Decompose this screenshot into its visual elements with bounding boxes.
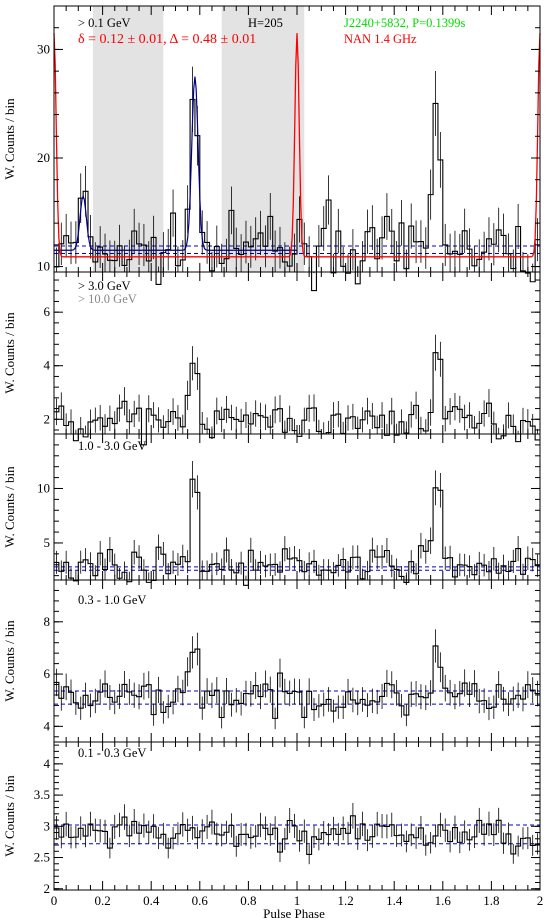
y-axis-label: W. Counts / bin xyxy=(2,98,17,180)
x-tick-label: 1.8 xyxy=(483,893,499,908)
off-pulse-region xyxy=(92,6,164,272)
y-tick-label: 10 xyxy=(37,480,50,495)
x-tick-label: 1.2 xyxy=(337,893,353,908)
y-tick-label: 2 xyxy=(44,881,51,896)
y-tick-label: 3 xyxy=(44,818,51,833)
panel-1-to-3gev: 5 10 W. Counts / bin 1.0 - 3.0 GeV xyxy=(2,433,541,586)
energy-label-secondary: > 10.0 GeV xyxy=(78,292,137,306)
y-tick-label: 2.5 xyxy=(34,850,50,865)
histogram-data xyxy=(54,802,540,865)
x-tick-label: 0 xyxy=(51,893,58,908)
x-tick-label: 2 xyxy=(537,893,544,908)
y-tick-label: 6 xyxy=(44,666,51,681)
x-tick-label: 1.4 xyxy=(386,893,403,908)
y-tick-label: 30 xyxy=(37,41,50,56)
x-tick-label: 1.6 xyxy=(435,893,452,908)
histogram-data xyxy=(54,629,540,730)
histogram-line xyxy=(54,98,540,292)
y-tick-label: 4 xyxy=(44,358,51,373)
off-pulse-region xyxy=(221,6,305,272)
x-tick-label: 0.8 xyxy=(240,893,256,908)
panel-frame xyxy=(53,741,541,891)
panel-0.1-to-0.3gev: 2 2.5 3 3.5 4 0 0.2 0.4 0.6 0.8 1 1.2 1.4 1.6 1.8 2 W. … xyxy=(2,741,544,908)
panel-all-energies: 10 20 30 W. Counts / bin > 0.1 GeV δ = 0.1… xyxy=(2,5,541,292)
panel-above-3gev: 2 4 6 W. Counts / bin > 3.0 GeV > 10.0 GeV xyxy=(2,271,541,446)
x-tick-label: 0.2 xyxy=(94,893,110,908)
energy-label: 1.0 - 3.0 GeV xyxy=(78,439,146,453)
panel-axes: 5 10 xyxy=(37,433,541,580)
y-axis-label: W. Counts / bin xyxy=(2,620,17,702)
histogram-line xyxy=(54,815,540,855)
x-tick-label: 0.6 xyxy=(192,893,209,908)
y-tick-label: 2 xyxy=(44,411,51,426)
pulsar-name-label: J2240+5832, P=0.1399s xyxy=(344,16,466,30)
lightcurve-fit xyxy=(54,76,297,251)
panel-axes: 2 2.5 3 3.5 4 0 0.2 0.4 0.6 0.8 1 1.2 1.4 1.6 1.8 2 xyxy=(34,742,544,908)
y-tick-label: 3.5 xyxy=(34,787,50,802)
y-axis-label: W. Counts / bin xyxy=(2,312,17,394)
histogram-data xyxy=(53,33,541,292)
radio-profile xyxy=(53,33,541,258)
energy-label: 0.3 - 1.0 GeV xyxy=(78,593,146,607)
histogram-line xyxy=(54,478,540,586)
radio-label: NAN 1.4 GHz xyxy=(344,32,417,46)
y-tick-label: 20 xyxy=(37,150,50,165)
energy-label: > 0.1 GeV xyxy=(78,16,131,30)
htest-label: H=205 xyxy=(248,16,283,30)
y-axis-label: W. Counts / bin xyxy=(2,775,17,857)
panel-axes: 2 4 6 xyxy=(44,272,541,434)
y-tick-label: 8 xyxy=(44,614,51,629)
phase-shading xyxy=(92,6,305,272)
x-axis-label: Pulse Phase xyxy=(263,906,325,921)
peak-separation-label: δ = 0.12 ± 0.01, Δ = 0.48 ± 0.01 xyxy=(78,32,256,47)
histogram-data xyxy=(54,461,540,586)
histogram-line xyxy=(54,645,540,719)
x-tick-label: 0.4 xyxy=(143,893,160,908)
y-axis-label: W. Counts / bin xyxy=(2,466,17,548)
panel-axes: 10 20 30 xyxy=(37,5,541,274)
y-tick-label: 6 xyxy=(44,304,51,319)
y-tick-label: 10 xyxy=(37,259,50,274)
panel-axes: 4 6 8 xyxy=(44,579,541,742)
y-tick-label: 4 xyxy=(44,756,51,771)
x-tick-label: 1 xyxy=(294,893,301,908)
y-tick-label: 5 xyxy=(44,535,51,550)
energy-label: > 3.0 GeV xyxy=(78,279,131,293)
energy-label: 0.1 - 0.3 GeV xyxy=(78,746,146,760)
panel-0.3-to-1gev: 4 6 8 W. Counts / bin 0.3 - 1.0 GeV xyxy=(2,579,541,743)
y-tick-label: 4 xyxy=(44,718,51,733)
